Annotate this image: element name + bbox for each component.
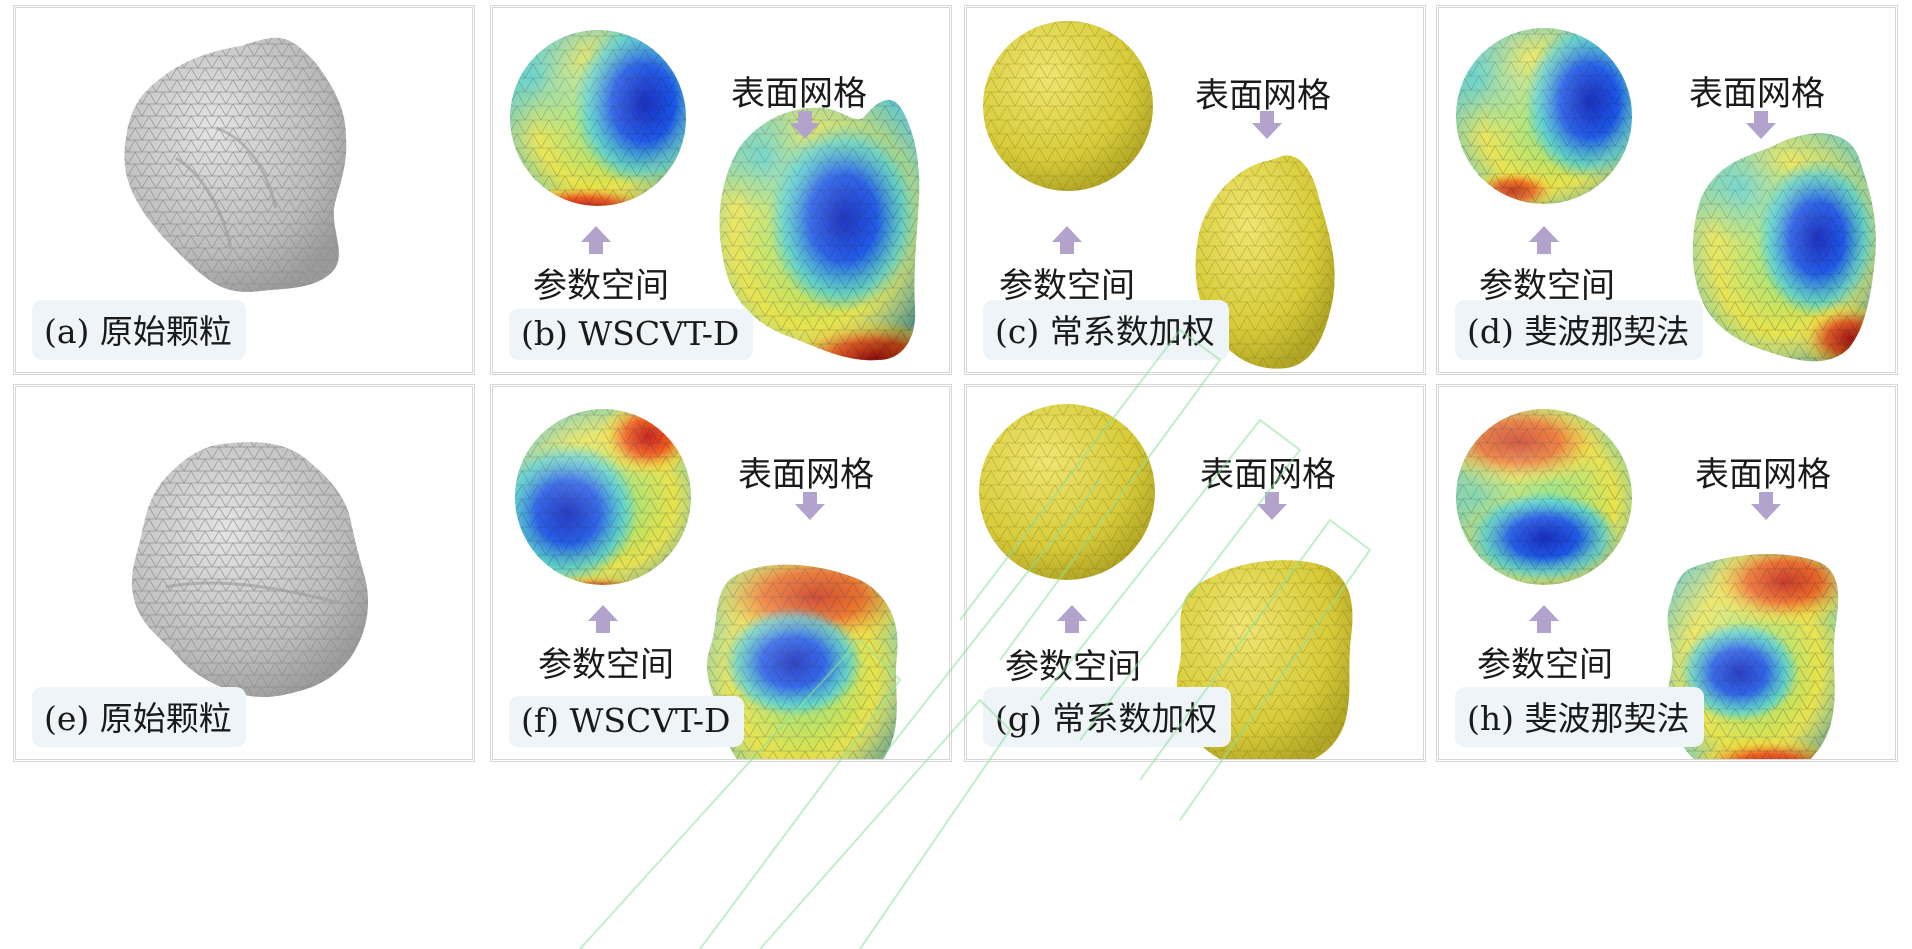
panel-g: 表面网格 参数空间 (g) 常系数加权 xyxy=(964,384,1426,762)
param-space-label-c: 参数空间 xyxy=(999,266,1135,306)
panel-f: 表面网格 参数空间 (f) WSCVT-D xyxy=(490,384,952,762)
arrow-up-icon xyxy=(1057,605,1087,633)
surface-mesh-label-b: 表面网格 xyxy=(731,74,867,114)
arrow-down-icon xyxy=(790,111,820,139)
surface-mesh-label-f: 表面网格 xyxy=(738,455,874,495)
arrow-up-icon xyxy=(581,226,611,254)
caption-a: (a) 原始颗粒 xyxy=(32,300,246,360)
arrow-down-icon xyxy=(1751,492,1781,520)
param-space-label-g: 参数空间 xyxy=(1005,647,1141,687)
caption-g: (g) 常系数加权 xyxy=(983,687,1232,747)
caption-d: (d) 斐波那契法 xyxy=(1455,300,1704,360)
panel-c: 表面网格 参数空间 (c) 常系数加权 xyxy=(964,5,1426,375)
constant-weight-sphere-and-mesh xyxy=(983,21,1335,369)
surface-mesh-label-g: 表面网格 xyxy=(1200,455,1336,495)
arrow-up-icon xyxy=(1529,226,1559,254)
caption-h: (h) 斐波那契法 xyxy=(1455,687,1704,747)
panel-a: (a) 原始颗粒 xyxy=(13,5,475,375)
original-particle-image xyxy=(124,37,347,292)
arrow-down-icon xyxy=(1257,492,1287,520)
caption-c: (c) 常系数加权 xyxy=(983,300,1229,360)
param-space-label-d: 参数空间 xyxy=(1479,266,1615,306)
caption-e: (e) 原始颗粒 xyxy=(32,687,246,747)
param-space-label-h: 参数空间 xyxy=(1477,645,1613,685)
panel-d: 表面网格 参数空间 (d) 斐波那契法 xyxy=(1436,5,1898,375)
surface-mesh-label-c: 表面网格 xyxy=(1195,76,1331,116)
caption-f: (f) WSCVT-D xyxy=(509,696,745,747)
param-space-label-b: 参数空间 xyxy=(533,266,669,306)
arrow-down-icon xyxy=(795,492,825,520)
arrow-up-icon xyxy=(1052,226,1082,254)
original-particle-image xyxy=(131,442,369,698)
arrow-up-icon xyxy=(588,605,618,633)
panel-b: 表面网格 参数空间 (b) WSCVT-D xyxy=(490,5,952,375)
panel-e: (e) 原始颗粒 xyxy=(13,384,475,762)
arrow-up-icon xyxy=(1529,605,1559,633)
fibonacci-sphere-and-mesh xyxy=(1456,28,1876,362)
surface-mesh-label-d: 表面网格 xyxy=(1689,74,1825,114)
surface-mesh-label-h: 表面网格 xyxy=(1695,455,1831,495)
param-space-label-f: 参数空间 xyxy=(538,645,674,685)
arrow-down-icon xyxy=(1746,111,1776,139)
caption-b: (b) WSCVT-D xyxy=(509,309,754,360)
arrow-down-icon xyxy=(1252,111,1282,139)
panel-h: 表面网格 参数空间 (h) 斐波那契法 xyxy=(1436,384,1898,762)
